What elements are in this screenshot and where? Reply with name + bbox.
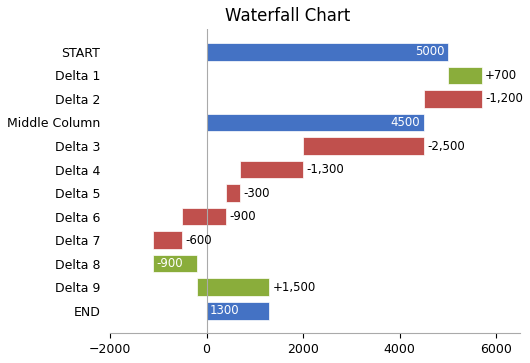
Text: +700: +700	[485, 69, 517, 82]
Text: -300: -300	[244, 187, 270, 200]
Bar	[197, 278, 269, 296]
Text: -900: -900	[156, 257, 183, 270]
Text: 4500: 4500	[391, 116, 420, 129]
Text: -1,300: -1,300	[306, 163, 344, 176]
Text: -2,500: -2,500	[427, 139, 465, 152]
Bar	[226, 184, 240, 202]
Bar	[153, 231, 182, 249]
Bar	[207, 114, 424, 131]
Text: 5000: 5000	[414, 45, 444, 58]
Text: 1300: 1300	[209, 304, 239, 317]
Text: +1,500: +1,500	[272, 281, 316, 294]
Bar	[424, 90, 482, 108]
Bar	[448, 67, 482, 84]
Bar	[182, 208, 226, 225]
Bar	[207, 302, 269, 319]
Text: -600: -600	[186, 234, 213, 246]
Text: Waterfall Chart: Waterfall Chart	[225, 7, 350, 25]
Bar	[153, 255, 197, 273]
Bar	[240, 161, 303, 178]
Bar	[207, 43, 448, 61]
Bar	[303, 137, 424, 155]
Text: -1,200: -1,200	[485, 93, 523, 106]
Text: -900: -900	[229, 210, 256, 223]
